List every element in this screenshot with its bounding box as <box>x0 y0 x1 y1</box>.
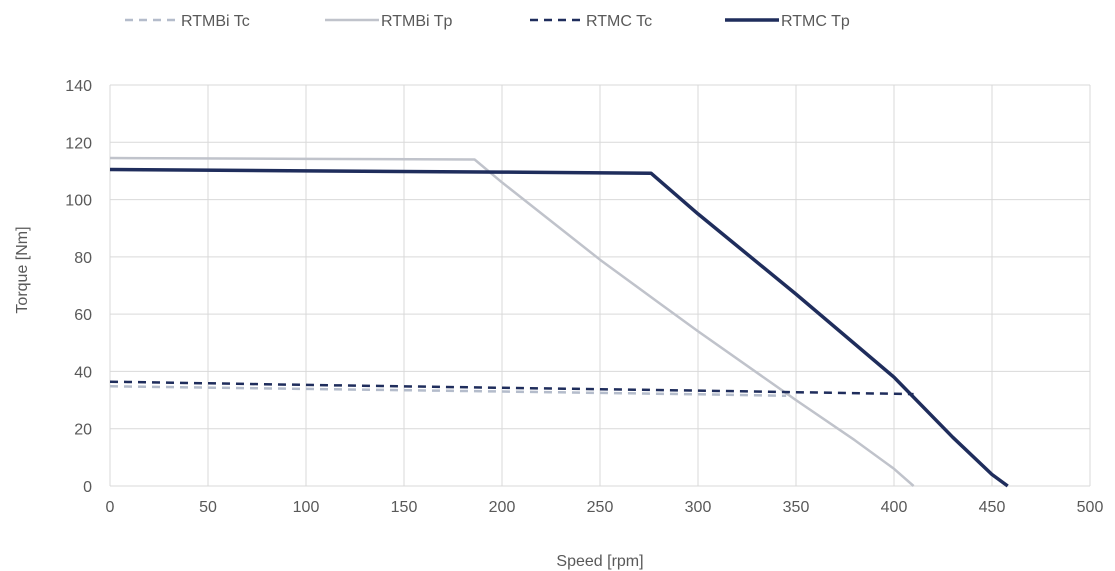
x-tick-label: 250 <box>587 499 614 516</box>
x-tick-label: 50 <box>199 499 217 516</box>
y-tick-label: 60 <box>74 307 92 324</box>
y-tick-label: 80 <box>74 250 92 267</box>
x-tick-label: 400 <box>881 499 908 516</box>
series-line-rtmc-tp <box>109 167 1009 488</box>
y-tick-label: 120 <box>65 135 92 152</box>
x-tick-label: 350 <box>783 499 810 516</box>
x-tick-label: 100 <box>293 499 320 516</box>
x-tick-label: 450 <box>979 499 1006 516</box>
y-tick-label: 40 <box>74 364 92 381</box>
chart-grid <box>109 84 1091 487</box>
x-tick-label: 150 <box>391 499 418 516</box>
series-line-rtmbi-tc <box>109 385 787 398</box>
x-tick-label: 0 <box>106 499 115 516</box>
x-axis-ticks: 0 50 100 150 200 250 300 350 400 450 500 <box>106 499 1104 516</box>
chart-legend: RTMBi Tc RTMBi Tp RTMC Tc RTMC Tp <box>125 13 850 30</box>
x-tick-label: 300 <box>685 499 712 516</box>
y-tick-label: 140 <box>65 78 92 95</box>
y-axis-ticks: 0 20 40 60 80 100 120 140 <box>65 78 92 496</box>
y-tick-label: 20 <box>74 422 92 439</box>
chart-series <box>109 156 1009 488</box>
legend-label: RTMC Tc <box>586 13 652 30</box>
legend-label: RTMBi Tc <box>181 13 250 30</box>
legend-label: RTMC Tp <box>781 13 850 30</box>
legend-label: RTMBi Tp <box>381 13 453 30</box>
y-tick-label: 100 <box>65 193 92 210</box>
series-line-rtmbi-tp <box>109 156 915 487</box>
x-tick-label: 200 <box>489 499 516 516</box>
series-line-rtmc-tc <box>109 380 914 396</box>
x-axis-title: Speed [rpm] <box>556 553 643 570</box>
y-axis-title: Torque [Nm] <box>14 226 31 313</box>
x-tick-label: 500 <box>1077 499 1104 516</box>
y-tick-label: 0 <box>83 479 92 496</box>
